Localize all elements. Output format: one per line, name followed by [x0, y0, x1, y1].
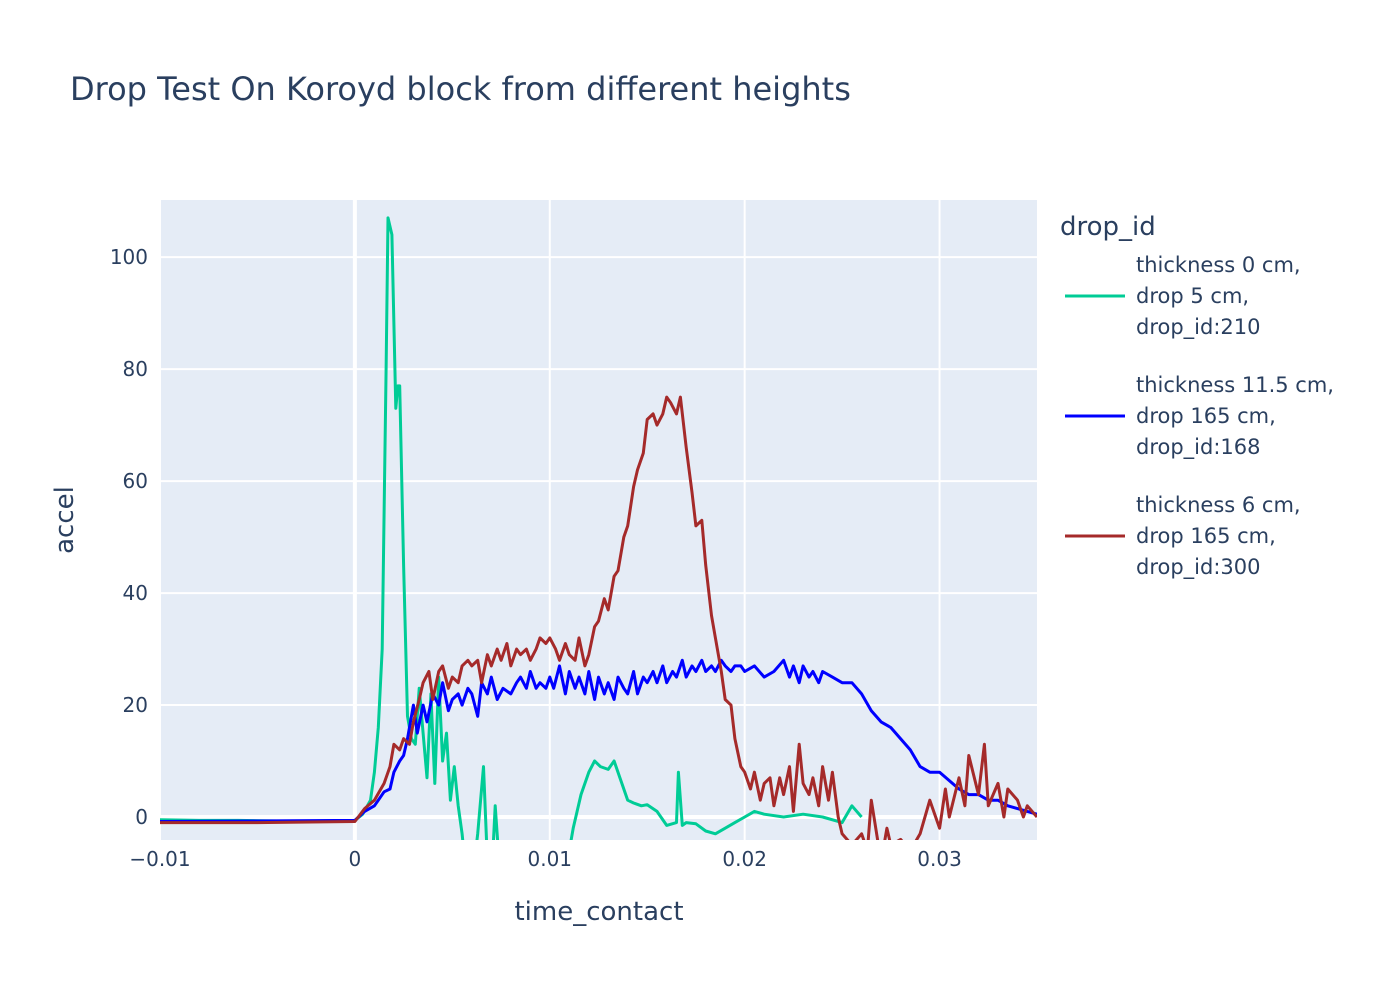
x-axis-title: time_contact: [514, 897, 683, 927]
x-tick-label: 0.03: [917, 847, 962, 871]
y-tick-label: 100: [110, 245, 148, 269]
x-tick-label: 0.01: [528, 847, 573, 871]
series-line: [160, 395, 1037, 840]
y-tick-label: 60: [123, 469, 148, 493]
series-line: [160, 216, 863, 840]
plot-area: [160, 200, 1037, 840]
x-tick-label: 0.02: [722, 847, 767, 871]
legend-title: drop_id: [1060, 212, 1156, 242]
chart-title: Drop Test On Koroyd block from different…: [70, 70, 851, 108]
y-tick-label: 40: [123, 581, 148, 605]
legend-label: thickness 11.5 cm, drop 165 cm, drop_id:…: [1136, 373, 1334, 459]
y-tick-label: 0: [135, 805, 148, 829]
legend-label: thickness 6 cm, drop 165 cm, drop_id:300: [1136, 493, 1301, 579]
y-axis-title: accel: [50, 486, 80, 554]
series-line: [160, 658, 1037, 823]
x-tick-label: 0: [349, 847, 362, 871]
y-tick-label: 80: [123, 357, 148, 381]
x-tick-label: −0.01: [129, 847, 190, 871]
y-tick-label: 20: [123, 693, 148, 717]
legend-label: thickness 0 cm, drop 5 cm, drop_id:210: [1136, 253, 1301, 339]
